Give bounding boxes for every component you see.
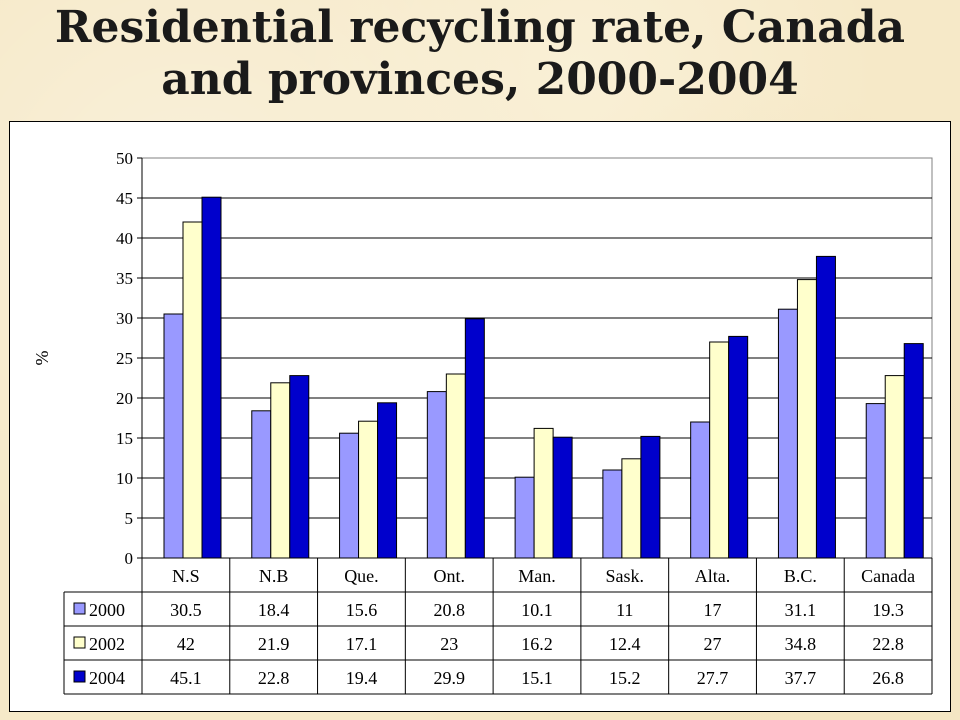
category-label: Ont. [433,566,465,586]
data-table-cell: 45.1 [170,668,202,688]
y-axis: 0 5 10 15 20 25 30 35 40 45 50 [116,149,143,568]
data-table-cell: 31.1 [785,600,817,620]
data-table-cell: 15.1 [521,668,553,688]
y-tick-label: 40 [116,229,133,248]
bar-2004-N.S [201,196,222,559]
bar-2002-N.B [270,382,291,559]
data-table: N.S N.B Que. Ont. Man. Sask. Alta. B.C. Canada 20… [63,557,933,695]
chart-title: Residential recycling rate, Canada and p… [0,0,960,106]
category-label: Man. [518,566,556,586]
y-tick-label: 50 [116,149,133,168]
data-table-cell: 18.4 [258,600,290,620]
data-table-cell: 12.4 [609,634,641,654]
bar-chart: 0 5 10 15 20 25 30 35 40 45 50 % N.S N.B Que. Ont. Man… [32,149,933,695]
bar-2000-N.B [251,410,272,559]
y-tick-label: 30 [116,309,133,328]
bar-2002-Que. [358,420,379,559]
bar-2002-Alta. [709,341,730,559]
category-label: Sask. [606,566,645,586]
data-table-cell: 15.2 [609,668,641,688]
bar-2000-B.C. [777,308,798,559]
data-table-cell: 15.6 [346,600,378,620]
category-label: Que. [344,566,379,586]
data-table-cell: 29.9 [433,668,465,688]
category-label: N.B [259,566,289,586]
data-table-cell: 42 [177,634,195,654]
data-table-cell: 11 [616,600,633,620]
data-table-cell: 22.8 [258,668,290,688]
bar-2002-B.C. [796,279,817,559]
bar-2004-Sask. [640,435,661,559]
bar-2000-Alta. [690,421,711,559]
bar-2002-N.S [182,221,203,559]
y-tick-label: 15 [116,429,133,448]
data-table-cell: 26.8 [872,668,904,688]
category-label: B.C. [784,566,817,586]
y-tick-label: 45 [116,189,133,208]
y-tick-label: 25 [116,349,133,368]
bar-2004-B.C. [815,255,836,559]
y-tick-label: 10 [116,469,133,488]
bar-2002-Man. [533,427,554,559]
data-table-cell: 23 [440,634,458,654]
data-table-cell: 17 [704,600,722,620]
bar-2000-Man. [514,476,535,559]
legend-swatch-2000 [73,602,86,615]
data-table-cell: 19.4 [346,668,378,688]
bars [163,196,924,559]
legend-label-2002: 2002 [89,634,125,654]
data-table-cell: 21.9 [258,634,290,654]
data-table-cell: 16.2 [521,634,553,654]
y-tick-label: 5 [125,509,134,528]
bar-2004-Canada [903,343,924,559]
bar-2004-Ont. [464,318,485,559]
y-tick-label: 20 [116,389,133,408]
bar-2000-Sask. [602,469,623,559]
data-table-cell: 17.1 [346,634,378,654]
data-table-cell: 27 [704,634,722,654]
bar-2000-Que. [339,432,360,559]
bar-2004-N.B [289,375,310,559]
data-table-cell: 20.8 [433,600,465,620]
data-table-cell: 30.5 [170,600,202,620]
bar-2004-Man. [552,436,573,559]
category-label: Canada [861,566,915,586]
data-table-cell: 37.7 [785,668,817,688]
y-tick-label: 0 [125,549,134,568]
chart-title-line-2: and provinces, 2000-2004 [161,54,799,105]
bar-2000-Ont. [426,391,447,559]
chart-title-line-1: Residential recycling rate, Canada [54,2,906,53]
bar-2004-Que. [377,402,398,559]
data-table-cell: 34.8 [785,634,817,654]
bar-2002-Sask. [621,458,642,559]
bar-2002-Ont. [445,373,466,559]
bar-2004-Alta. [728,335,749,559]
y-tick-label: 35 [116,269,133,288]
legend-label-2000: 2000 [89,600,125,620]
category-label: N.S [172,566,200,586]
bar-2000-Canada [865,403,886,559]
bar-2002-Canada [884,375,905,559]
data-table-cell: 19.3 [872,600,904,620]
chart-panel: 0 5 10 15 20 25 30 35 40 45 50 % N.S N.B Que. Ont. Man… [9,121,951,712]
legend-swatch-2002 [73,636,86,649]
y-axis-label: % [32,351,52,366]
legend-label-2004: 2004 [89,668,125,688]
category-label: Alta. [695,566,731,586]
data-table-cell: 22.8 [872,634,904,654]
legend-swatch-2004 [73,670,86,683]
data-table-cell: 10.1 [521,600,553,620]
bar-2000-N.S [163,313,184,559]
data-table-cell: 27.7 [697,668,729,688]
